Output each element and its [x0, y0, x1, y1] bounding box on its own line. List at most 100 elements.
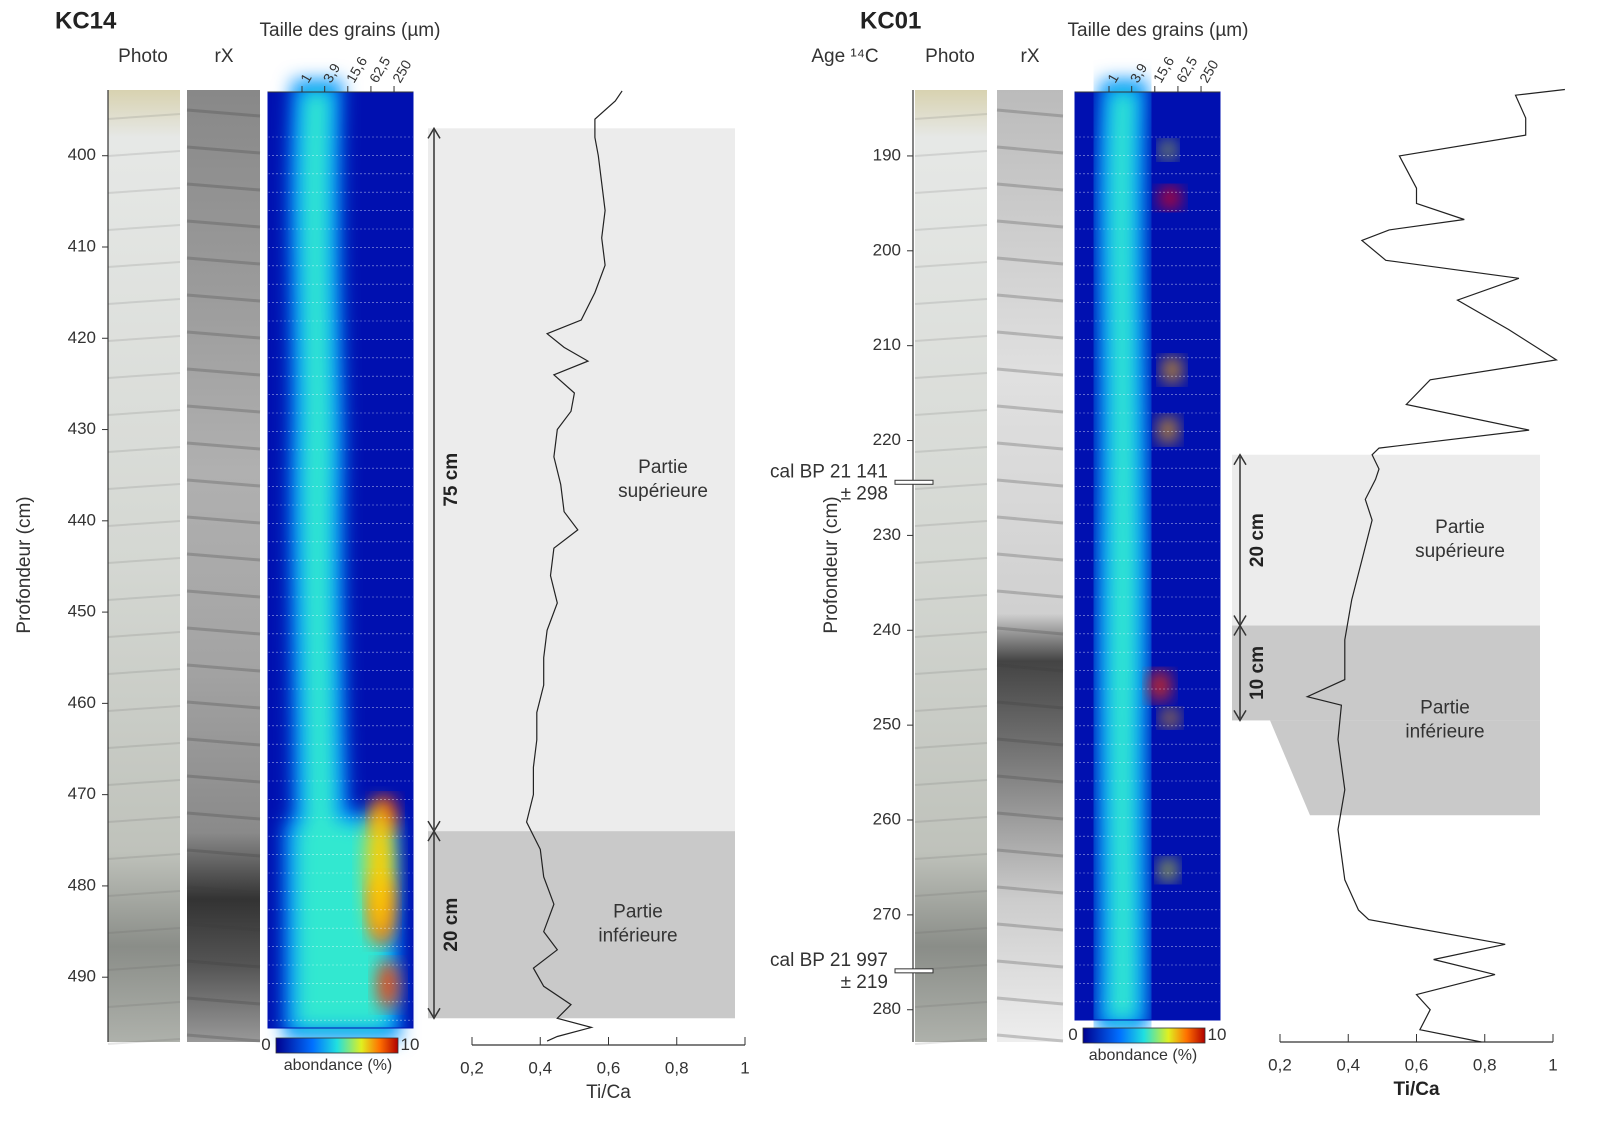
age-label: ± 219: [841, 972, 888, 993]
photo-band: [107, 594, 181, 601]
xray-band: [186, 367, 261, 377]
heatmap-spot: [1164, 356, 1180, 384]
xray-band: [996, 108, 1064, 118]
xray-band: [186, 626, 261, 636]
photo-band: [107, 890, 181, 897]
xray-band: [996, 145, 1064, 155]
grain-title: Taille des grains (µm): [1068, 20, 1249, 41]
photo-band: [107, 150, 181, 157]
xray-band: [996, 885, 1064, 895]
heatmap-spot: [366, 800, 394, 940]
xray-band: [996, 737, 1064, 747]
photo-band: [107, 335, 181, 342]
xray-band: [186, 441, 261, 451]
xray-band: [186, 478, 261, 488]
photo-band: [107, 779, 181, 786]
xray-band: [186, 848, 261, 858]
photo-band: [107, 1038, 181, 1045]
section-label: Partie: [638, 457, 688, 478]
grain-tick-label: 62,5: [366, 54, 394, 86]
core-photo: [108, 90, 180, 1042]
colorbar-tick-label: 10: [1208, 1025, 1227, 1044]
photo-band: [107, 705, 181, 712]
column-label: rX: [1021, 46, 1040, 67]
grain-tick-label: 250: [389, 57, 415, 85]
xray-band: [996, 922, 1064, 932]
photo-band: [914, 409, 988, 416]
photo-band: [914, 594, 988, 601]
arrow-head: [1233, 624, 1247, 722]
photo-band: [107, 187, 181, 194]
section-shade: [428, 831, 735, 1019]
xray-band: [186, 404, 261, 414]
section-label: Partie: [1420, 697, 1470, 718]
y-tick-label: 430: [68, 419, 96, 438]
xray-band: [996, 663, 1064, 673]
photo-band: [107, 483, 181, 490]
photo-band: [107, 853, 181, 860]
x-tick-label: 0,2: [460, 1058, 484, 1077]
y-tick-label: 280: [873, 999, 901, 1018]
heatmap-spot: [1151, 670, 1169, 702]
xray-band: [996, 589, 1064, 599]
photo-band: [107, 113, 181, 120]
y-tick-label: 230: [873, 525, 901, 544]
grain-title: Taille des grains (µm): [260, 20, 441, 41]
photo-band: [914, 446, 988, 453]
xray-band: [186, 515, 261, 525]
heatmap-spot: [378, 960, 398, 1010]
age-marker: [894, 479, 934, 485]
y-tick-label: 400: [68, 145, 96, 164]
age-label: cal BP 21 997: [770, 950, 888, 971]
y-tick-label: 200: [873, 240, 901, 259]
xray-band: [186, 922, 261, 932]
heatmap-band: [1108, 92, 1137, 1020]
xray-band: [996, 293, 1064, 303]
xray-band: [186, 700, 261, 710]
x-tick-label: 0,8: [1473, 1055, 1497, 1074]
xray-band: [996, 219, 1064, 229]
y-tick-label: 420: [68, 328, 96, 347]
xray-band: [996, 848, 1064, 858]
xray-band: [186, 996, 261, 1006]
colorbar-label: abondance (%): [1089, 1047, 1198, 1064]
section-shade: [1232, 454, 1540, 626]
y-tick-label: 240: [873, 620, 901, 639]
photo-band: [914, 150, 988, 157]
age-label: cal BP 21 141: [770, 461, 888, 482]
xray-band: [186, 663, 261, 673]
age-label: ± 298: [841, 483, 888, 504]
photo-band: [914, 890, 988, 897]
section-label: supérieure: [618, 481, 708, 502]
xray-band: [186, 145, 261, 155]
xray-band: [996, 626, 1064, 636]
y-tick-label: 490: [68, 967, 96, 986]
y-tick-label: 480: [68, 875, 96, 894]
column-label: rX: [215, 46, 234, 67]
core-title: KC01: [860, 7, 921, 34]
photo-band: [914, 298, 988, 305]
xray-band: [996, 330, 1064, 340]
colorbar: [1082, 1027, 1206, 1044]
xray-band: [996, 404, 1064, 414]
xray-band: [186, 330, 261, 340]
y-tick-label: 210: [873, 335, 901, 354]
age-marker: [894, 968, 934, 974]
photo-band: [107, 742, 181, 749]
section-label: Partie: [1435, 517, 1485, 538]
column-label: Photo: [925, 46, 975, 67]
photo-band: [914, 742, 988, 749]
length-label: 75 cm: [441, 453, 462, 507]
photo-band: [107, 261, 181, 268]
photo-band: [914, 483, 988, 490]
photo-band: [107, 446, 181, 453]
heatmap-spot: [1161, 186, 1179, 210]
x-tick-label: 0,2: [1268, 1055, 1292, 1074]
heatmap-band: [296, 92, 388, 1028]
photo-band: [914, 668, 988, 675]
photo-band: [914, 779, 988, 786]
y-tick-label: 260: [873, 809, 901, 828]
y-tick-label: 450: [68, 602, 96, 621]
heatmap-spot: [1163, 708, 1177, 728]
